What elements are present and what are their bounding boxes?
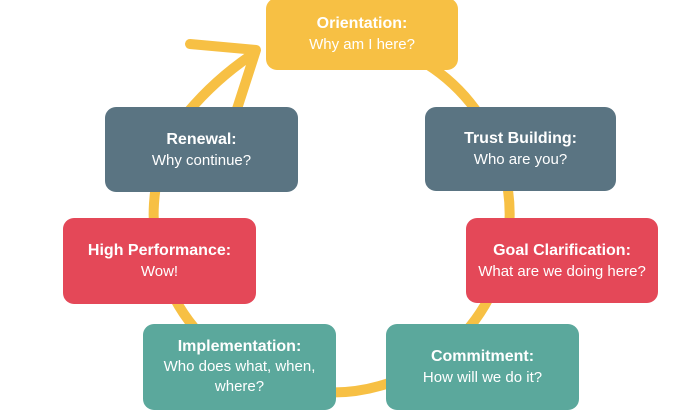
stage-title: Orientation: <box>316 15 408 32</box>
stage-subtitle: Who are you? <box>473 151 568 168</box>
stage-orientation: Orientation: Why am I here? <box>266 0 458 70</box>
stage-subtitle: Why continue? <box>151 151 252 169</box>
stage-title: Commitment: <box>430 348 535 365</box>
stage-implementation: Implementation: Who does what, when, whe… <box>143 324 336 410</box>
cycle-arc-tail <box>183 51 255 117</box>
stage-subtitle: How will we do it? <box>422 369 543 386</box>
stage-title: Goal Clarification: <box>493 241 631 259</box>
cycle-diagram: Orientation: Why am I here? Trust Buildi… <box>63 0 658 410</box>
stage-goal-clarification: Goal Clarification: What are we doing he… <box>466 218 658 303</box>
stage-subtitle: What are we doing here? <box>478 262 646 280</box>
stage-title: Renewal: <box>166 130 237 148</box>
stage-title: High Performance: <box>87 242 232 259</box>
stage-title: Trust Building: <box>464 130 577 147</box>
stage-renewal: Renewal: Why continue? <box>105 107 298 192</box>
stage-title: Implementation: <box>177 338 302 355</box>
stage-subtitle: Wow! <box>140 263 179 280</box>
stage-trust-building: Trust Building: Who are you? <box>425 107 616 191</box>
stage-commitment: Commitment: How will we do it? <box>386 324 579 410</box>
stage-subtitle: Why am I here? <box>309 36 415 53</box>
stage-high-performance: High Performance: Wow! <box>63 218 256 304</box>
stage-subtitle: Who does what, when, where? <box>163 358 316 395</box>
arrow-head-icon <box>185 39 261 117</box>
